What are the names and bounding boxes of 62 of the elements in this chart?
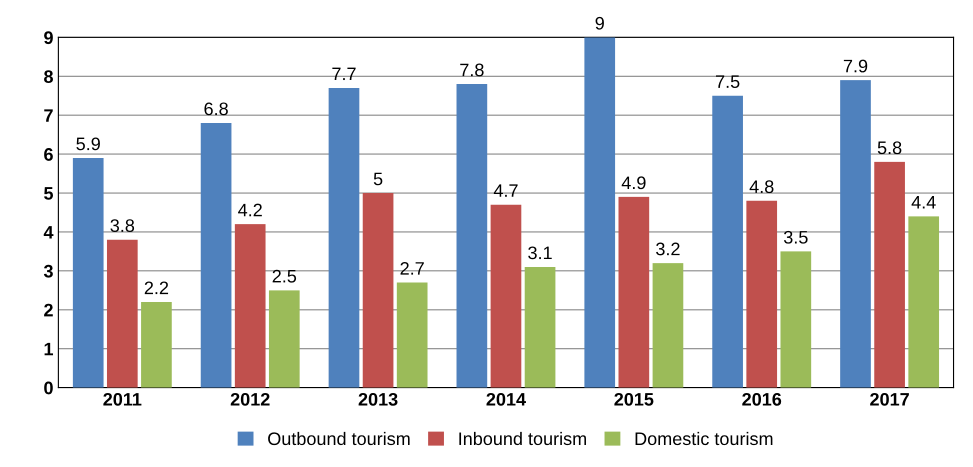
bar: [712, 96, 743, 388]
y-tick-label: 1: [44, 342, 54, 356]
x-tick-label: 2013: [358, 392, 398, 406]
data-label: 4.9: [622, 176, 646, 190]
data-label: 7.5: [716, 75, 740, 88]
bar: [746, 200, 778, 388]
bar: [362, 193, 394, 388]
legend-label: Outbound tourism: [268, 432, 410, 446]
data-label: 6.8: [204, 102, 228, 116]
bar: [874, 162, 905, 388]
y-tick-label: 9: [44, 31, 53, 44]
y-tick-label: 6: [44, 148, 53, 161]
y-tick-label: 2: [44, 304, 53, 316]
data-label: 7.9: [844, 60, 868, 72]
x-tick-label: 2011: [103, 392, 142, 406]
data-label: 2.5: [272, 270, 296, 283]
y-tick-label: 7: [44, 109, 53, 122]
data-label: 7.7: [332, 68, 356, 80]
data-label: 2.7: [400, 262, 424, 275]
bar: [72, 158, 104, 388]
data-label: 4.7: [494, 184, 518, 197]
x-tick-label: 2014: [486, 392, 526, 406]
data-label: 3.8: [110, 219, 134, 232]
y-tick-label: 8: [44, 70, 53, 83]
bar: [268, 290, 300, 388]
bar: [490, 204, 522, 388]
data-label: 5.9: [76, 137, 100, 150]
y-tick-label: 0: [44, 382, 53, 394]
data-label: 9: [596, 16, 604, 30]
data-label: 5.8: [878, 141, 902, 154]
data-label: 7.8: [460, 64, 484, 76]
bar: [618, 196, 650, 388]
y-tick-label: 5: [44, 187, 54, 200]
bar: [106, 240, 138, 388]
bar: [141, 302, 172, 388]
data-label: 3.2: [656, 242, 680, 256]
y-tick-label: 4: [44, 226, 54, 238]
legend-label: Domestic tourism: [636, 432, 772, 446]
bar: [524, 266, 556, 388]
data-label: 5: [374, 172, 382, 186]
legend-label: Inbound tourism: [459, 432, 586, 446]
data-label: 4.2: [238, 204, 262, 216]
bar: [840, 80, 871, 388]
data-label: 4.4: [912, 196, 936, 208]
data-label: 3.1: [528, 246, 552, 260]
data-label: 3.5: [784, 230, 808, 244]
x-tick-label: 2017: [870, 392, 909, 406]
x-tick-label: 2012: [230, 392, 270, 406]
bar: [396, 282, 428, 388]
data-label: 4.8: [750, 180, 774, 194]
data-label: 2.2: [144, 281, 168, 294]
bar: [456, 84, 488, 388]
bar: [328, 88, 360, 388]
bar: [200, 122, 232, 388]
x-tick-label: 2016: [742, 392, 782, 406]
bar: [584, 37, 616, 388]
bar: [780, 251, 812, 388]
bar: [652, 263, 684, 388]
y-tick-label: 3: [44, 264, 53, 278]
x-tick-label: 2015: [614, 392, 654, 406]
bar: [234, 224, 266, 388]
bar: [908, 216, 940, 388]
